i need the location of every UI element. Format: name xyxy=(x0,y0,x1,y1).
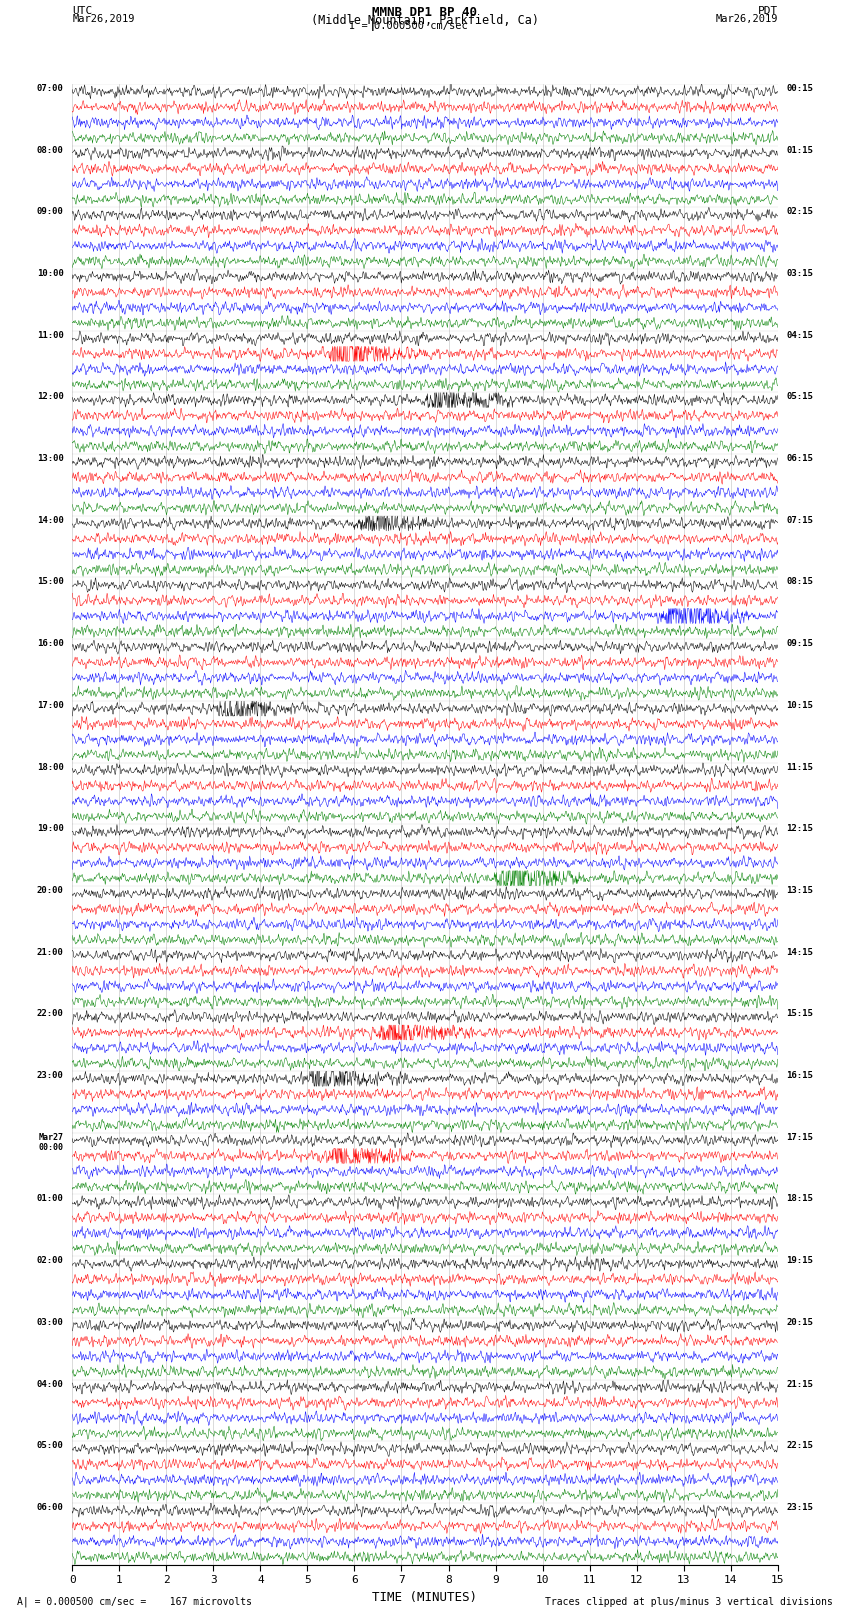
Text: 19:00: 19:00 xyxy=(37,824,64,834)
X-axis label: TIME (MINUTES): TIME (MINUTES) xyxy=(372,1590,478,1603)
Text: A| = 0.000500 cm/sec =    167 microvolts: A| = 0.000500 cm/sec = 167 microvolts xyxy=(17,1595,252,1607)
Text: 03:00: 03:00 xyxy=(37,1318,64,1327)
Text: 00:15: 00:15 xyxy=(786,84,813,94)
Text: 23:15: 23:15 xyxy=(786,1503,813,1511)
Text: UTC: UTC xyxy=(72,5,93,16)
Text: 23:00: 23:00 xyxy=(37,1071,64,1081)
Text: 16:00: 16:00 xyxy=(37,639,64,648)
Text: 10:00: 10:00 xyxy=(37,269,64,277)
Text: 01:00: 01:00 xyxy=(37,1194,64,1203)
Text: 02:15: 02:15 xyxy=(786,206,813,216)
Text: 13:15: 13:15 xyxy=(786,886,813,895)
Text: 21:15: 21:15 xyxy=(786,1379,813,1389)
Text: 14:00: 14:00 xyxy=(37,516,64,524)
Text: 18:15: 18:15 xyxy=(786,1194,813,1203)
Text: 05:15: 05:15 xyxy=(786,392,813,402)
Text: Mar26,2019: Mar26,2019 xyxy=(715,13,778,24)
Text: 15:00: 15:00 xyxy=(37,577,64,587)
Text: 14:15: 14:15 xyxy=(786,948,813,957)
Text: 07:15: 07:15 xyxy=(786,516,813,524)
Text: 20:15: 20:15 xyxy=(786,1318,813,1327)
Text: 06:15: 06:15 xyxy=(786,455,813,463)
Text: 04:00: 04:00 xyxy=(37,1379,64,1389)
Text: 01:15: 01:15 xyxy=(786,145,813,155)
Text: Mar27: Mar27 xyxy=(39,1132,64,1142)
Text: 04:15: 04:15 xyxy=(786,331,813,340)
Text: 20:00: 20:00 xyxy=(37,886,64,895)
Text: 16:15: 16:15 xyxy=(786,1071,813,1081)
Text: 08:15: 08:15 xyxy=(786,577,813,587)
Text: 09:15: 09:15 xyxy=(786,639,813,648)
Text: 12:00: 12:00 xyxy=(37,392,64,402)
Text: 11:00: 11:00 xyxy=(37,331,64,340)
Text: 11:15: 11:15 xyxy=(786,763,813,771)
Text: 15:15: 15:15 xyxy=(786,1010,813,1018)
Text: 22:00: 22:00 xyxy=(37,1010,64,1018)
Text: 12:15: 12:15 xyxy=(786,824,813,834)
Text: I = 0.000500 cm/sec: I = 0.000500 cm/sec xyxy=(348,21,468,31)
Text: PDT: PDT xyxy=(757,5,778,16)
Text: 19:15: 19:15 xyxy=(786,1257,813,1265)
Text: 09:00: 09:00 xyxy=(37,206,64,216)
Text: 18:00: 18:00 xyxy=(37,763,64,771)
Text: (Middle Mountain, Parkfield, Ca): (Middle Mountain, Parkfield, Ca) xyxy=(311,13,539,27)
Text: 06:00: 06:00 xyxy=(37,1503,64,1511)
Text: 07:00: 07:00 xyxy=(37,84,64,94)
Text: |: | xyxy=(369,18,376,31)
Text: Mar26,2019: Mar26,2019 xyxy=(72,13,135,24)
Text: 00:00: 00:00 xyxy=(39,1142,64,1152)
Text: 02:00: 02:00 xyxy=(37,1257,64,1265)
Text: 21:00: 21:00 xyxy=(37,948,64,957)
Text: MMNB DP1 BP 40: MMNB DP1 BP 40 xyxy=(372,5,478,19)
Text: 17:15: 17:15 xyxy=(786,1132,813,1142)
Text: 13:00: 13:00 xyxy=(37,455,64,463)
Text: 08:00: 08:00 xyxy=(37,145,64,155)
Text: 03:15: 03:15 xyxy=(786,269,813,277)
Text: 10:15: 10:15 xyxy=(786,702,813,710)
Text: 05:00: 05:00 xyxy=(37,1442,64,1450)
Text: 22:15: 22:15 xyxy=(786,1442,813,1450)
Text: Traces clipped at plus/minus 3 vertical divisions: Traces clipped at plus/minus 3 vertical … xyxy=(545,1597,833,1607)
Text: 17:00: 17:00 xyxy=(37,702,64,710)
